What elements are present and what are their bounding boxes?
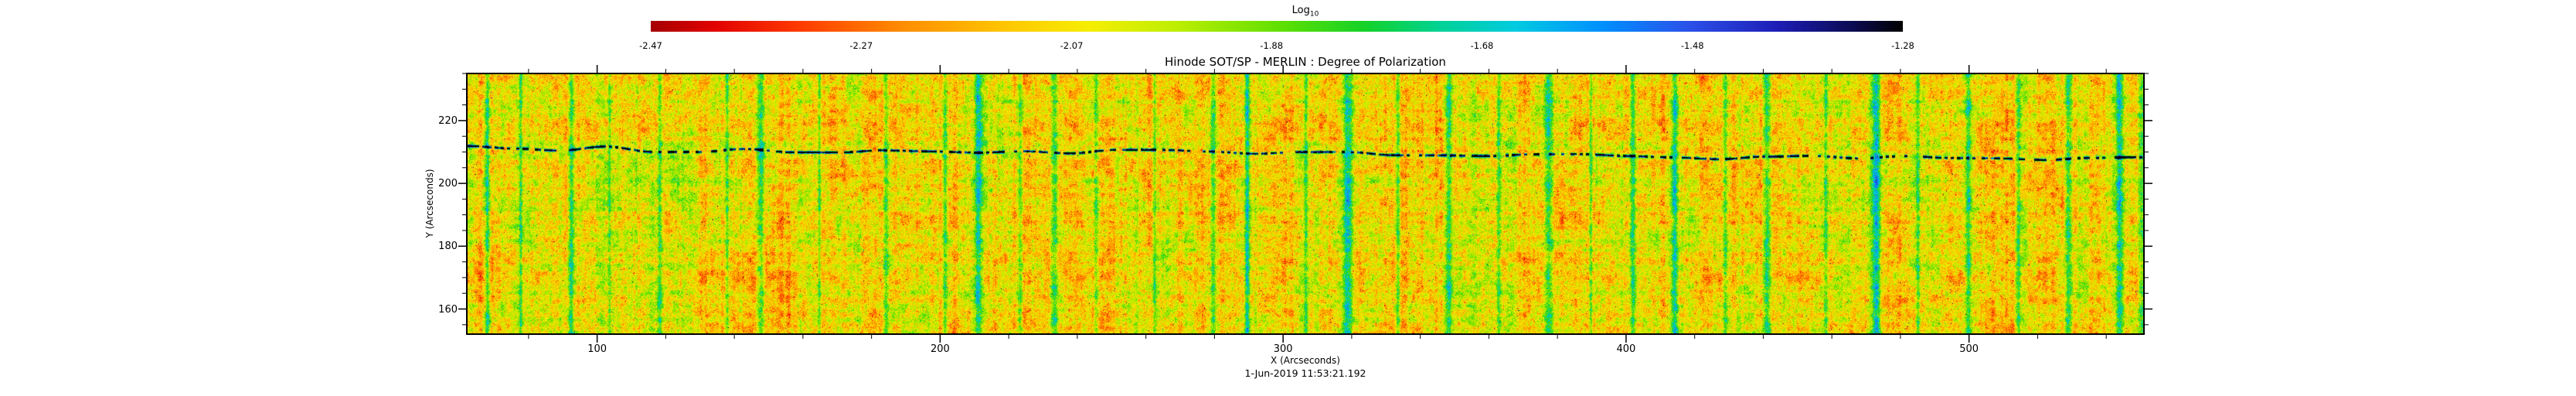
y-tick-label: 200 [438, 178, 458, 190]
colorbar-gradient [651, 21, 1903, 32]
x-tick-label: 300 [1273, 343, 1293, 355]
colorbar-tick-label: -1.88 [1260, 40, 1284, 51]
colorbar-label-main: Log [1291, 5, 1310, 16]
y-tick-label: 180 [438, 241, 458, 253]
x-tick-label: 500 [1959, 343, 1979, 355]
x-tick-label: 400 [1616, 343, 1636, 355]
plot-title: Hinode SOT/SP - MERLIN : Degree of Polar… [1165, 55, 1446, 69]
x-tick-label: 200 [930, 343, 950, 355]
x-axis-label: X (Arcseconds) [1271, 355, 1340, 366]
colorbar-tick-label: -2.47 [639, 40, 662, 51]
colorbar-label: Log10 [467, 5, 2144, 19]
colorbar-tick-label: -1.28 [1891, 40, 1914, 51]
x-tick-label: 100 [587, 343, 607, 355]
timestamp: 1-Jun-2019 11:53:21.192 [1244, 367, 1366, 379]
colorbar-label-sub: 10 [1309, 10, 1319, 19]
colorbar-tick-label: -1.48 [1680, 40, 1704, 51]
colorbar-tick-label: -2.27 [849, 40, 873, 51]
colorbar-tick-label: -1.68 [1470, 40, 1494, 51]
y-tick-label: 220 [438, 114, 458, 127]
y-tick-label: 160 [438, 303, 458, 316]
colorbar-tick-label: -2.07 [1060, 40, 1084, 51]
heatmap-image [467, 73, 2144, 334]
